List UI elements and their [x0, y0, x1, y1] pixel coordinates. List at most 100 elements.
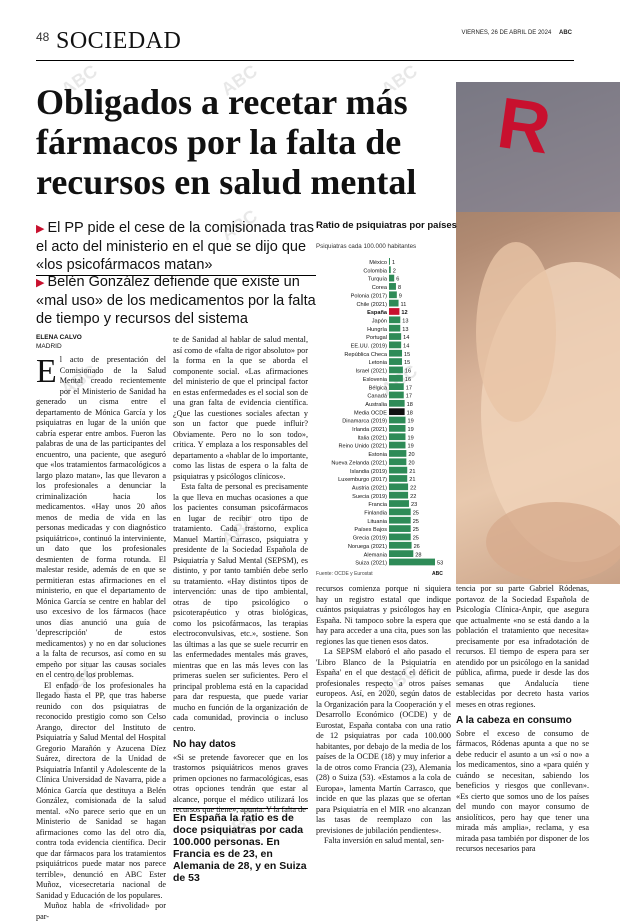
value-label: 21 — [409, 477, 415, 483]
paragraph: Esta falta de personal es precisamente l… — [173, 482, 308, 733]
bar — [389, 525, 411, 532]
category-label: Reino Unido (2021) — [338, 444, 387, 450]
value-label: 25 — [413, 519, 419, 525]
category-label: Italia (2021) — [357, 435, 387, 441]
category-label: Suecia (2019) — [352, 494, 387, 500]
subhead-1: ▶ El PP pide el cese de la comisionada tr… — [36, 220, 314, 273]
bar — [389, 291, 397, 299]
bar — [389, 441, 406, 449]
psychiatrist-ratio-chart: México 1 Colombia 2 Turquía 6 Corea 8 Polonia (2… — [331, 258, 443, 567]
category-label: Austria (2021) — [352, 485, 387, 491]
bar — [389, 550, 414, 557]
category-label: Turquía — [368, 277, 388, 283]
category-label: Islandia (2019) — [350, 469, 387, 475]
value-label: 8 — [398, 285, 401, 291]
value-label: 19 — [407, 444, 413, 450]
value-label: 28 — [415, 552, 421, 558]
section-heading: A la cabeza en consumo — [456, 715, 572, 726]
category-label: EE.UU. (2019) — [351, 344, 388, 350]
paragraph: recursos comienza porque ni siquiera hay… — [316, 584, 451, 646]
paragraph: Muñoz habla de «frivolidad» por par- — [36, 901, 166, 921]
value-label: 53 — [437, 561, 443, 567]
bar — [389, 558, 435, 566]
bar — [389, 324, 401, 332]
triangle-bullet-icon: ▶ — [36, 223, 45, 235]
value-label: 17 — [406, 385, 412, 391]
hand-photo-illustration: R — [456, 82, 620, 582]
byline: ELENA CALVO MADRID — [36, 333, 82, 351]
value-label: 15 — [404, 360, 410, 366]
bar — [389, 416, 406, 424]
column-2: te de Sanidad al hablar de salud mental,… — [173, 335, 308, 814]
bar — [389, 316, 401, 324]
header-rule — [36, 60, 574, 61]
paragraph: Falta inversión en salud mental, sen- — [324, 836, 445, 845]
category-label: Dinamarca (2019) — [342, 419, 387, 425]
triangle-bullet-icon: ▶ — [36, 277, 45, 289]
bar — [389, 333, 402, 340]
value-label: 16 — [405, 369, 411, 375]
category-label: España — [367, 310, 388, 316]
chart-logo: ABC — [432, 571, 443, 577]
bar — [389, 483, 409, 491]
category-label: Irlanda (2021) — [352, 427, 387, 433]
paragraph: El enfado de los profesionales ha llegad… — [36, 680, 166, 900]
value-label: 25 — [413, 527, 419, 533]
category-label: Suiza (2021) — [355, 561, 387, 567]
category-label: Canadá — [367, 394, 387, 400]
bar — [389, 391, 404, 399]
chart-subtitle: Psiquiatras cada 100.000 habitantes — [316, 243, 417, 250]
bar — [389, 283, 396, 290]
pull-quote: En España la ratio es de doce psiquiatra… — [173, 812, 307, 884]
bar — [389, 508, 411, 516]
value-label: 20 — [408, 452, 414, 458]
category-label: Corea — [372, 285, 388, 291]
page-number: 48 — [36, 30, 50, 44]
category-label: República Checa — [344, 352, 387, 358]
value-label: 1 — [392, 260, 395, 266]
paragraph: l acto de presentación del Comisionado d… — [36, 355, 166, 679]
section-heading: No hay datos — [173, 739, 236, 750]
value-label: 25 — [413, 511, 419, 517]
paragraph: tencia por su parte Gabriel Ródenas, por… — [456, 584, 589, 709]
bar — [389, 349, 403, 357]
pull-quote-rule — [173, 808, 308, 809]
chart-source: Fuente: OCDE y Eurostat — [316, 571, 373, 577]
value-label: 17 — [406, 394, 412, 400]
bar — [389, 358, 403, 365]
section-title: SOCIEDAD — [56, 28, 182, 54]
bar — [389, 458, 407, 466]
category-label: Portugal — [366, 335, 387, 341]
value-label: 9 — [399, 293, 402, 299]
value-label: 13 — [402, 327, 408, 333]
bar — [389, 299, 399, 307]
paragraph: La SEPSM elaboró el año pasado el 'Libro… — [316, 647, 451, 835]
bar — [389, 266, 391, 274]
category-label: Letonia — [369, 360, 388, 366]
value-label: 6 — [396, 277, 399, 283]
bar — [389, 450, 407, 457]
category-label: Luxemburgo (2017) — [338, 477, 387, 483]
paragraph: te de Sanidad al hablar de salud mental,… — [173, 335, 308, 481]
value-label: 16 — [405, 377, 411, 383]
bar — [389, 425, 406, 432]
category-label: Chile (2021) — [357, 302, 388, 308]
value-label: 14 — [403, 335, 409, 341]
category-label: Polonia (2017) — [351, 293, 388, 299]
category-label: Nueva Zelanda (2021) — [331, 460, 387, 466]
subhead-rule — [36, 275, 316, 276]
category-label: Alemania — [364, 552, 388, 558]
category-label: Países Bajos — [354, 527, 387, 533]
dateline: VIERNES, 26 DE ABRIL DE 2024 ABC — [462, 30, 573, 36]
bar — [389, 466, 408, 474]
value-label: 15 — [404, 352, 410, 358]
author-city: MADRID — [36, 343, 62, 350]
bar — [389, 433, 406, 441]
bar — [389, 541, 412, 549]
value-label: 20 — [408, 460, 414, 466]
value-label: 26 — [414, 544, 420, 550]
value-label: 18 — [407, 410, 413, 416]
svg-text:R: R — [493, 83, 556, 169]
paragraph: «Si se pretende favorecer que en los tra… — [173, 752, 308, 815]
